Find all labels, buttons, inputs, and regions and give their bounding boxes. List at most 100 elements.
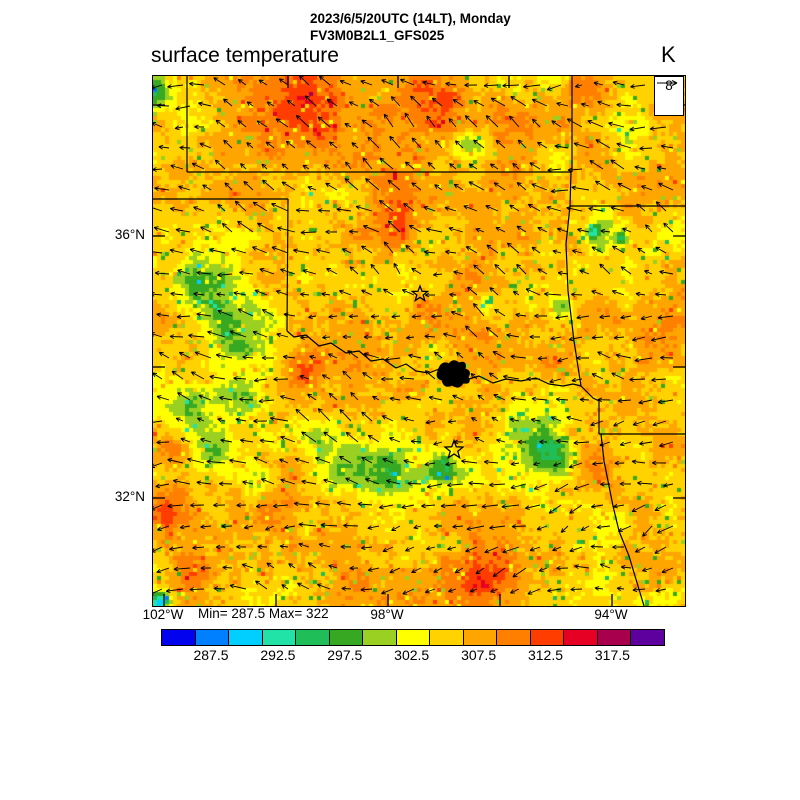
wind-arrow xyxy=(595,180,611,191)
wind-arrow xyxy=(641,185,653,191)
wind-arrow xyxy=(338,289,352,296)
wind-arrow xyxy=(293,501,310,507)
wind-arrow xyxy=(502,374,520,380)
wind-arrow xyxy=(321,291,331,297)
wind-arrow xyxy=(494,263,506,275)
wind-arrow xyxy=(316,583,331,590)
wind-arrow xyxy=(215,544,226,550)
wind-arrow xyxy=(153,84,163,90)
wind-arrow xyxy=(363,334,373,340)
wind-arrow xyxy=(424,588,436,594)
wind-arrow xyxy=(488,372,499,380)
wind-arrow xyxy=(305,140,317,149)
wind-arrow xyxy=(320,522,338,528)
wind-arrow xyxy=(321,374,331,380)
map-panel: 8 xyxy=(152,75,686,607)
wind-reference-box: 8 xyxy=(654,76,684,116)
wind-arrow xyxy=(199,142,212,149)
wind-arrow xyxy=(405,546,415,552)
wind-arrow xyxy=(654,546,667,554)
wind-arrow xyxy=(298,76,310,86)
colorbar-segment xyxy=(261,630,296,645)
wind-arrow xyxy=(167,458,184,464)
wind-arrow xyxy=(424,370,436,380)
wind-arrow xyxy=(381,79,394,86)
wind-arrow xyxy=(229,458,247,464)
wind-arrow xyxy=(370,314,380,319)
wind-arrow xyxy=(599,263,611,275)
wind-arrow xyxy=(349,266,359,275)
wind-arrow xyxy=(194,124,205,130)
wind-arrow xyxy=(174,125,184,131)
wind-arrow xyxy=(473,139,485,149)
wind-arrow xyxy=(255,503,268,509)
wind-arrow xyxy=(188,333,205,339)
wind-arrow xyxy=(404,161,415,170)
wind-arrow xyxy=(318,542,331,548)
wind-arrow xyxy=(570,587,583,592)
wind-arrow xyxy=(469,588,478,593)
wind-arrow xyxy=(658,441,674,448)
colorbar-segment xyxy=(429,630,463,645)
lon-label-94w: 94°W xyxy=(594,607,628,622)
wind-arrow xyxy=(257,222,275,233)
wind-arrow xyxy=(307,185,317,191)
wind-arrow xyxy=(634,357,653,363)
wind-arrow xyxy=(217,309,233,317)
wind-arrow xyxy=(576,314,590,320)
wind-arrow xyxy=(484,546,499,554)
wind-arrow xyxy=(222,565,233,570)
wind-arrow xyxy=(355,205,373,212)
wind-arrow xyxy=(229,330,247,338)
wind-arrow xyxy=(569,504,583,514)
wind-arrow xyxy=(302,269,317,275)
wind-arrow xyxy=(642,525,653,537)
wind-arrow xyxy=(515,312,527,318)
wind-arrow xyxy=(512,291,520,296)
wind-arrow xyxy=(391,525,401,532)
wind-arrow xyxy=(448,588,457,593)
wind-arrow xyxy=(259,438,275,444)
wind-arrow xyxy=(266,101,275,107)
wind-arrow xyxy=(512,162,520,170)
wind-arrow xyxy=(169,334,184,339)
wind-arrow xyxy=(594,586,604,591)
wind-arrow xyxy=(509,204,520,212)
wind-arrow xyxy=(341,248,352,254)
wind-arrow xyxy=(547,167,562,173)
wind-arrow xyxy=(466,525,485,531)
wind-arrow xyxy=(253,377,268,383)
wind-arrow xyxy=(383,113,394,128)
wind-arrow xyxy=(525,504,541,510)
wind-arrow xyxy=(362,224,380,233)
wind-arrow xyxy=(596,524,611,530)
wind-arrow xyxy=(663,482,674,488)
wind-arrow xyxy=(510,588,520,594)
wind-arrow xyxy=(280,478,296,485)
wind-arrow xyxy=(642,567,653,572)
wind-arrow xyxy=(447,546,457,551)
wind-arrow xyxy=(556,101,569,107)
wind-arrow xyxy=(288,563,296,569)
wind-arrow xyxy=(549,378,562,384)
colorbar-segment xyxy=(596,630,631,645)
wind-arrow xyxy=(383,288,394,296)
wind-arrow xyxy=(154,270,170,276)
wind-arrow xyxy=(402,588,415,595)
wind-arrow xyxy=(243,180,254,191)
wind-arrow xyxy=(403,202,415,212)
wind-arrow xyxy=(588,206,604,212)
wind-arrow xyxy=(343,523,359,528)
wind-arrow xyxy=(169,206,184,212)
wind-arrow xyxy=(546,205,562,212)
colorbar xyxy=(161,629,665,646)
wind-arrow xyxy=(568,462,583,469)
wind-arrow xyxy=(314,456,331,464)
wind-arrow xyxy=(493,394,506,401)
wind-arrow xyxy=(617,525,632,533)
wind-arrow xyxy=(175,417,184,422)
wind-arrow xyxy=(658,182,674,191)
wind-arrow xyxy=(237,78,247,86)
wind-arrow xyxy=(297,582,310,590)
wind-arrow xyxy=(327,353,338,359)
